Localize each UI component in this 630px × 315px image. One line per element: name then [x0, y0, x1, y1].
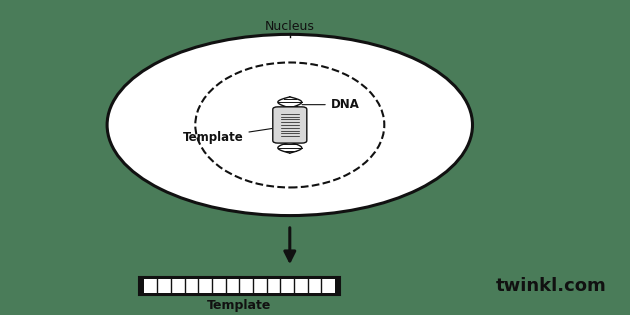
Text: Template: Template	[183, 129, 272, 144]
Text: DNA: DNA	[302, 98, 360, 111]
FancyBboxPatch shape	[273, 107, 307, 143]
Circle shape	[107, 34, 472, 215]
Text: Nucleus: Nucleus	[265, 20, 315, 33]
Bar	[139, 277, 340, 295]
Text: Template: Template	[207, 299, 272, 312]
Text: twinkl.com: twinkl.com	[496, 277, 607, 295]
Bar	[144, 279, 335, 293]
